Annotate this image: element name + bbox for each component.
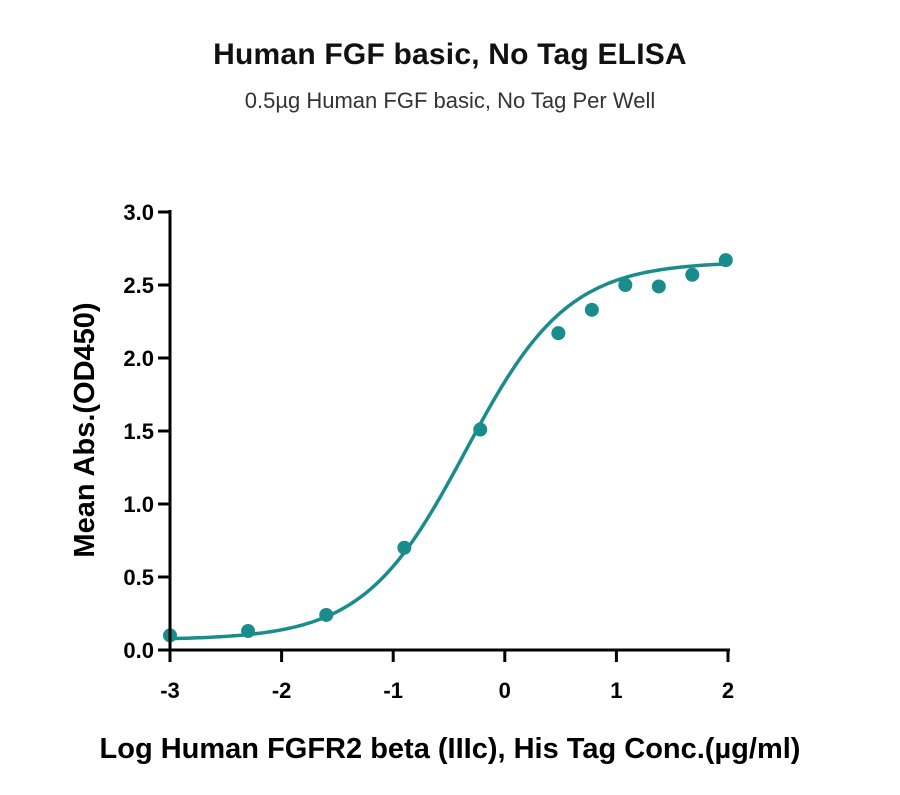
x-tick-label: 0 (499, 678, 511, 703)
x-tick-label: 1 (610, 678, 622, 703)
x-ticks: -3 -2 -1 0 1 2 (160, 650, 734, 703)
data-point (473, 422, 488, 437)
y-tick-label: 1.0 (123, 492, 154, 517)
x-tick-label: -1 (383, 678, 403, 703)
x-tick-label: -3 (160, 678, 180, 703)
data-point (551, 326, 566, 341)
fit-curve (169, 262, 729, 641)
data-point (651, 279, 666, 294)
axes: 0.0 0.5 1.0 1.5 2.0 2.5 3.0 -3 -2 -1 0 1 2 (123, 200, 734, 703)
data-point (618, 278, 633, 292)
data-point (685, 267, 700, 282)
x-tick-label: 2 (722, 678, 734, 703)
y-tick-label: 2.0 (123, 346, 154, 371)
data-point (397, 540, 412, 555)
x-axis-title: Log Human FGFR2 beta (IIIc), His Tag Con… (100, 733, 801, 765)
data-point (584, 302, 599, 317)
y-tick-label: 2.5 (123, 273, 154, 298)
data-point (718, 253, 733, 268)
x-tick-label: -2 (272, 678, 292, 703)
y-tick-label: 0.5 (123, 565, 154, 590)
y-axis-title: Mean Abs.(OD450) (69, 302, 101, 557)
y-tick-label: 1.5 (123, 419, 154, 444)
y-ticks: 0.0 0.5 1.0 1.5 2.0 2.5 3.0 (123, 200, 170, 663)
chart-subtitle: 0.5µg Human FGF basic, No Tag Per Well (244, 88, 656, 113)
y-tick-label: 3.0 (123, 200, 154, 225)
chart-title: Human FGF basic, No Tag ELISA (213, 38, 687, 71)
data-point (319, 607, 334, 622)
data-point (241, 624, 256, 639)
y-tick-label: 0.0 (123, 638, 154, 663)
plot-area (163, 253, 733, 643)
data-points (163, 253, 733, 643)
